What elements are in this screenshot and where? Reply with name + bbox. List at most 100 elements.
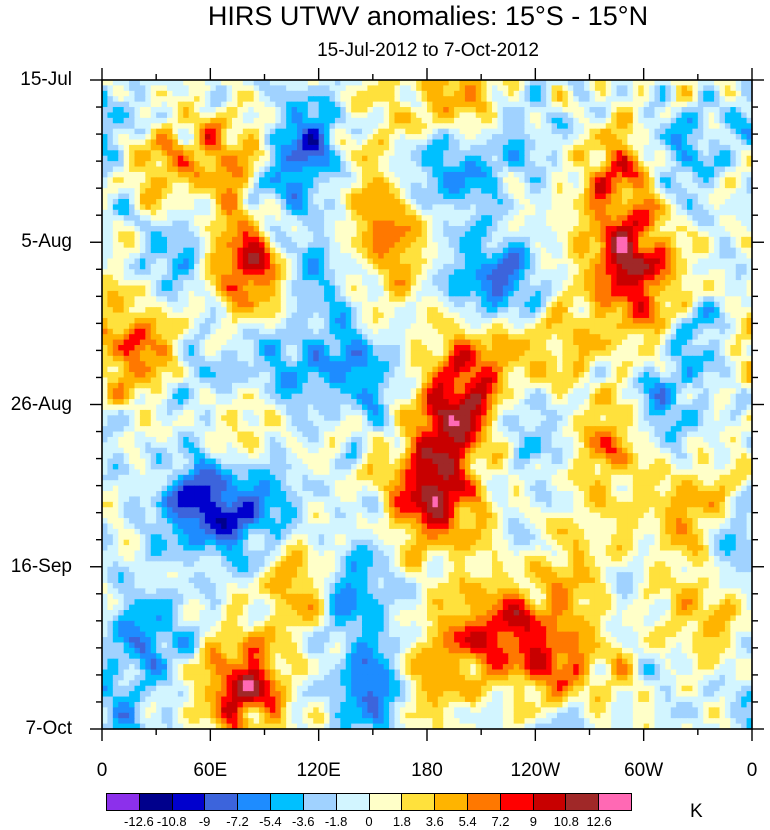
field-cell [340, 193, 347, 200]
field-cell [654, 209, 661, 216]
field-cell [351, 85, 358, 92]
field-cell [513, 231, 520, 238]
field-cell [540, 204, 547, 211]
field-cell [405, 117, 412, 124]
field-cell [502, 166, 509, 173]
field-cell [687, 263, 694, 270]
field-cell [177, 80, 184, 87]
field-cell [594, 274, 601, 281]
field-cell [334, 80, 341, 87]
field-cell [421, 80, 428, 87]
field-cell [741, 123, 748, 130]
field-cell [632, 269, 639, 276]
field-cell [329, 274, 336, 281]
field-cell [719, 117, 726, 124]
field-cell [156, 242, 163, 249]
field-cell [676, 274, 683, 281]
field-cell [226, 90, 233, 97]
field-cell [215, 274, 222, 281]
field-cell [687, 247, 694, 254]
field-cell [437, 253, 444, 260]
field-cell [443, 171, 450, 178]
field-cell [275, 296, 282, 303]
field-cell [427, 258, 434, 265]
field-cell [524, 280, 531, 287]
field-cell [714, 107, 721, 114]
field-cell [481, 247, 488, 254]
field-cell [188, 290, 195, 297]
field-cell [324, 96, 331, 103]
field-cell [454, 85, 461, 92]
field-cell [118, 285, 125, 292]
field-cell [459, 242, 466, 249]
field-cell [129, 269, 136, 276]
field-cell [302, 215, 309, 222]
field-cell [318, 123, 325, 130]
field-cell [475, 101, 482, 108]
field-cell [237, 134, 244, 141]
field-cell [286, 90, 293, 97]
field-cell [210, 112, 217, 119]
field-cell [340, 101, 347, 108]
field-cell [399, 269, 406, 276]
field-cell [567, 296, 574, 303]
field-cell [746, 215, 753, 222]
field-cell [659, 226, 666, 233]
field-cell [670, 215, 677, 222]
field-cell [676, 80, 683, 87]
field-cell [443, 188, 450, 195]
field-cell [297, 155, 304, 162]
field-cell [649, 144, 656, 151]
field-cell [573, 90, 580, 97]
field-cell [264, 290, 271, 297]
field-cell [264, 188, 271, 195]
field-cell [578, 107, 585, 114]
field-cell [232, 80, 239, 87]
field-cell [708, 280, 715, 287]
field-cell [280, 226, 287, 233]
field-cell [399, 204, 406, 211]
field-cell [546, 90, 553, 97]
field-cell [697, 188, 704, 195]
field-cell [367, 90, 374, 97]
field-cell [708, 128, 715, 135]
field-cell [340, 204, 347, 211]
field-cell [139, 204, 146, 211]
field-cell [578, 155, 585, 162]
field-cell [389, 247, 396, 254]
field-cell [443, 290, 450, 297]
field-cell [600, 263, 607, 270]
field-cell [573, 177, 580, 184]
field-cell [221, 150, 228, 157]
field-cell [297, 236, 304, 243]
field-cell [194, 112, 201, 119]
field-cell [291, 134, 298, 141]
field-cell [226, 253, 233, 260]
field-cell [557, 171, 564, 178]
field-cell [497, 269, 504, 276]
field-cell [183, 220, 190, 227]
field-cell [459, 155, 466, 162]
field-cell [177, 161, 184, 168]
field-cell [421, 112, 428, 119]
field-cell [161, 90, 168, 97]
field-cell [275, 123, 282, 130]
field-cell [297, 296, 304, 303]
field-cell [351, 296, 358, 303]
field-cell [508, 155, 515, 162]
field-cell [291, 204, 298, 211]
field-cell [334, 280, 341, 287]
field-cell [584, 139, 591, 146]
field-cell [351, 80, 358, 87]
field-cell [161, 280, 168, 287]
field-cell [297, 112, 304, 119]
field-cell [194, 171, 201, 178]
field-cell [204, 204, 211, 211]
field-cell [345, 193, 352, 200]
field-cell [670, 123, 677, 130]
field-cell [112, 128, 119, 135]
field-cell [199, 188, 206, 195]
field-cell [557, 80, 564, 87]
field-cell [204, 258, 211, 265]
field-cell [399, 274, 406, 281]
